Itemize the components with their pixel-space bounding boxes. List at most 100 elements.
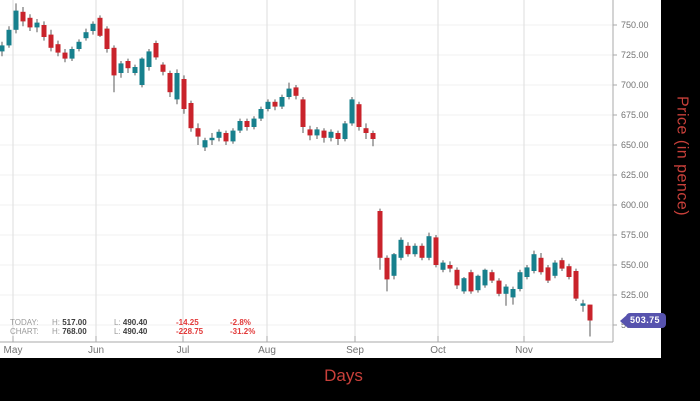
candle-down bbox=[27, 17, 33, 28]
y-tick-label: 725.00 bbox=[621, 50, 649, 60]
legend-chart-low: L: 490.40 bbox=[114, 327, 148, 336]
y-tick-label: 700.00 bbox=[621, 80, 649, 90]
chart-panel: 750.00 725.00 700.00 675.00 650.00 625.00 600.… bbox=[0, 0, 666, 358]
candle-up bbox=[461, 278, 467, 292]
badge-arrow-icon bbox=[620, 313, 628, 328]
candle-down bbox=[545, 267, 551, 281]
candle-down bbox=[20, 11, 26, 22]
candle-up bbox=[398, 239, 404, 258]
candle-down bbox=[566, 266, 572, 277]
candle-down bbox=[559, 260, 565, 269]
legend-chart-change-pct: -31.2% bbox=[230, 327, 256, 336]
candle-up bbox=[132, 67, 138, 73]
candle-down bbox=[538, 257, 544, 273]
chart-legend: TODAY: H: 517.00 L: 490.40 -14.25 -2.8% … bbox=[10, 318, 274, 336]
x-tick-label: Jul bbox=[177, 345, 190, 356]
candle-down bbox=[419, 245, 425, 258]
candle-down bbox=[188, 103, 194, 129]
y-tick-label: 525.00 bbox=[621, 290, 649, 300]
y-axis-title: Price (in pence) bbox=[673, 95, 691, 217]
y-tick-label: 625.00 bbox=[621, 170, 649, 180]
candle-up bbox=[426, 236, 432, 258]
candle-up bbox=[202, 140, 208, 148]
candle-up bbox=[13, 10, 19, 30]
candle-down bbox=[97, 17, 103, 36]
candle-up bbox=[118, 63, 124, 73]
candle-down bbox=[272, 101, 278, 107]
legend-row-today: TODAY: H: 517.00 L: 490.40 -14.25 -2.8% bbox=[10, 318, 274, 327]
candle-up bbox=[216, 131, 222, 138]
candle-down bbox=[223, 133, 229, 142]
candle-up bbox=[349, 99, 355, 124]
y-tick-label: 675.00 bbox=[621, 110, 649, 120]
candle-down bbox=[573, 271, 579, 299]
candle-down bbox=[370, 133, 376, 139]
candle-down bbox=[454, 269, 460, 286]
legend-chart-label: CHART: bbox=[10, 327, 39, 336]
y-tick-label: 550.00 bbox=[621, 260, 649, 270]
legend-today-high: H: 517.00 bbox=[52, 318, 87, 327]
candle-down bbox=[433, 237, 439, 265]
candle-down bbox=[587, 304, 593, 321]
candle-up bbox=[6, 29, 12, 46]
candle-down bbox=[153, 43, 159, 58]
candle-up bbox=[314, 129, 320, 136]
candle-down bbox=[300, 99, 306, 127]
x-tick-label: Nov bbox=[515, 345, 533, 356]
candle-up bbox=[90, 23, 96, 31]
candle-up bbox=[510, 289, 516, 298]
x-tick-label: Sep bbox=[346, 345, 364, 356]
candle-up bbox=[139, 58, 145, 85]
candle-up bbox=[251, 118, 257, 127]
price-chart: 750.00 725.00 700.00 675.00 650.00 625.00 600.… bbox=[0, 0, 649, 356]
candle-up bbox=[552, 262, 558, 276]
candle-up bbox=[531, 254, 537, 271]
candle-down bbox=[244, 121, 250, 127]
candle-down bbox=[55, 44, 61, 53]
candle-up bbox=[412, 245, 418, 255]
candle-down bbox=[160, 64, 166, 72]
candle-down bbox=[104, 28, 110, 49]
y-tick-label: 600.00 bbox=[621, 200, 649, 210]
candle-down bbox=[62, 52, 68, 59]
candle-up bbox=[0, 45, 5, 52]
candle-up bbox=[69, 49, 75, 59]
candle-down bbox=[181, 79, 187, 109]
y-tick-label: 575.00 bbox=[621, 230, 649, 240]
candle-down bbox=[447, 265, 453, 269]
candle-up bbox=[475, 275, 481, 291]
candle-up bbox=[237, 121, 243, 131]
last-price-value: 503.75 bbox=[626, 313, 666, 328]
candle-down bbox=[489, 272, 495, 281]
candle-down bbox=[41, 25, 47, 37]
candle-down bbox=[496, 280, 502, 294]
candle-up bbox=[279, 97, 285, 107]
candle-up bbox=[174, 73, 180, 100]
candle-down bbox=[405, 245, 411, 255]
candle-down bbox=[468, 272, 474, 292]
candle-up bbox=[209, 137, 215, 141]
candle-up bbox=[265, 101, 271, 109]
legend-today-label: TODAY: bbox=[10, 318, 39, 327]
x-tick-label: Jun bbox=[88, 345, 104, 356]
candle-down bbox=[377, 211, 383, 258]
last-price-badge: 503.75 bbox=[620, 313, 666, 328]
candle-up bbox=[482, 269, 488, 286]
y-tick-label: 750.00 bbox=[621, 20, 649, 30]
candle-down bbox=[384, 257, 390, 280]
candle-up bbox=[258, 109, 264, 119]
candle-down bbox=[307, 129, 313, 136]
legend-row-chart: CHART: H: 768.00 L: 490.40 -228.75 -31.2… bbox=[10, 327, 274, 336]
candle-up bbox=[580, 303, 586, 306]
legend-today-change: -14.25 bbox=[176, 318, 199, 327]
candle-down bbox=[293, 87, 299, 96]
candle-down bbox=[48, 34, 54, 48]
candle-down bbox=[363, 128, 369, 133]
candle-up bbox=[517, 272, 523, 289]
candle-up bbox=[146, 51, 152, 67]
candle-down bbox=[111, 47, 117, 76]
y-tick-label: 650.00 bbox=[621, 140, 649, 150]
legend-today-change-pct: -2.8% bbox=[230, 318, 251, 327]
x-tick-label: May bbox=[4, 345, 23, 356]
